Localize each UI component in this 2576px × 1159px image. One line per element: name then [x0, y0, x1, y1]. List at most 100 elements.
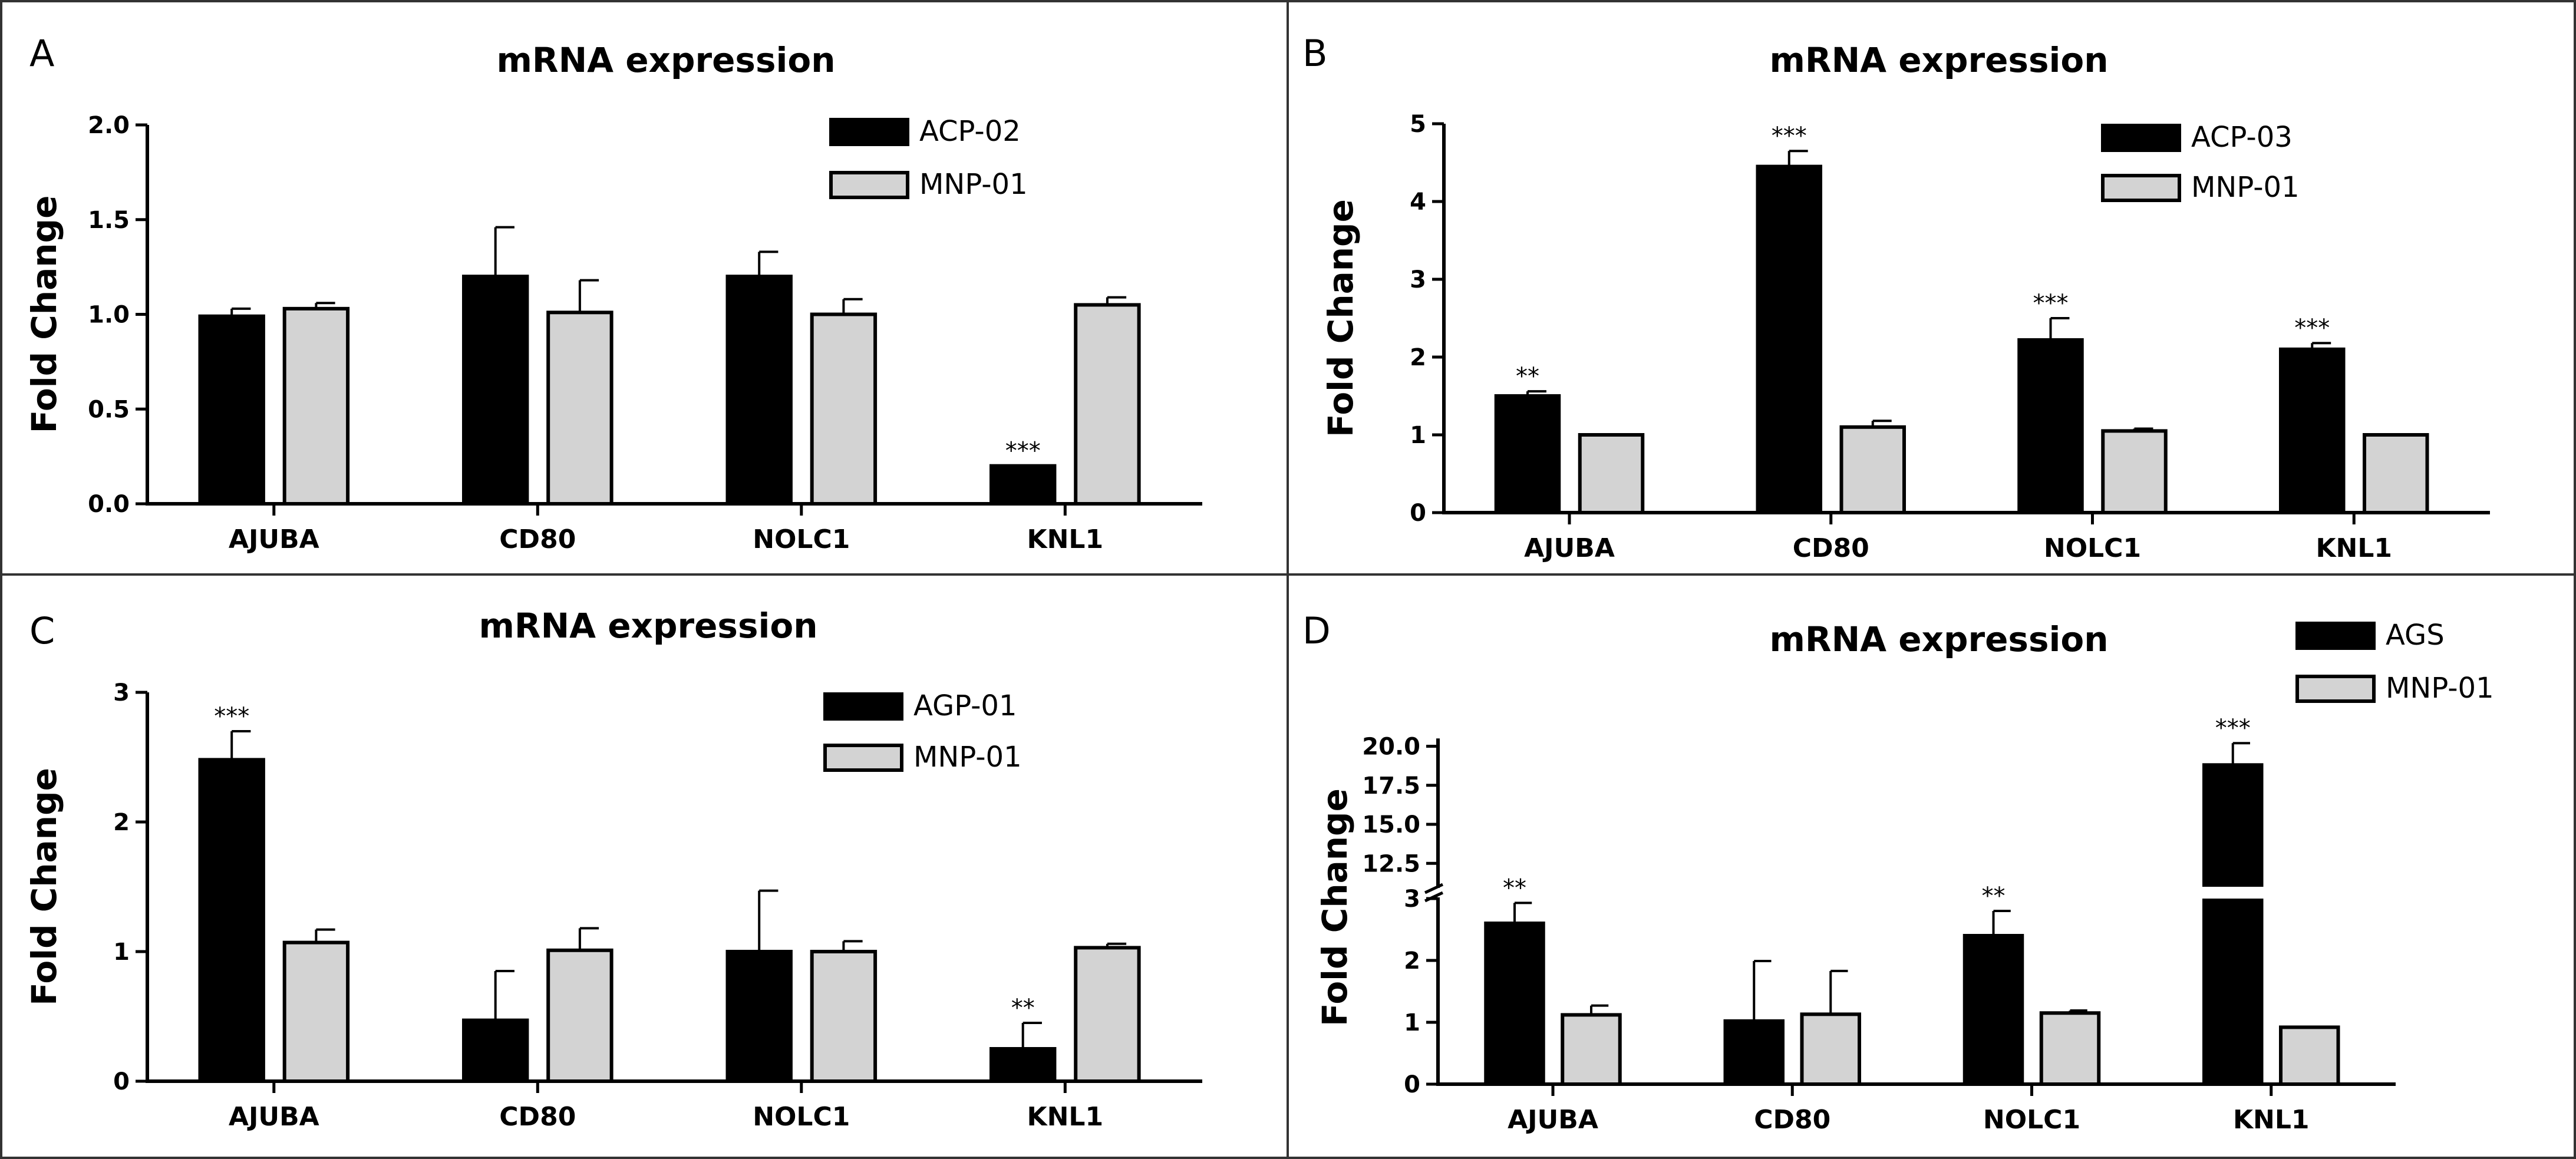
y-tick-label: 0.0: [88, 491, 130, 518]
y-tick-label: 2: [1404, 947, 1420, 975]
significance-label: **: [1982, 883, 2006, 910]
bar-mnp-01-cd80: [1839, 425, 1906, 514]
panel-letter: C: [29, 609, 55, 652]
legend-entry: AGP-01: [913, 689, 1017, 722]
y-tick-label: 0: [113, 1068, 130, 1095]
panel-title: mRNA expression: [1770, 40, 2109, 80]
bar-acp-03-nolc1: [2017, 338, 2084, 515]
y-tick-label: 0: [1410, 500, 1426, 527]
bar-mnp-01-knl1: [2363, 433, 2429, 514]
y-tick-label: 0: [1404, 1071, 1420, 1098]
significance-label: **: [1011, 995, 1035, 1022]
legend: AGP-01 MNP-01: [823, 689, 1022, 774]
bar-ags-knl1: [2202, 763, 2264, 1087]
y-tick-label: 3: [1410, 266, 1426, 293]
bar-break-gap: [2202, 887, 2264, 899]
bar-mnp-01-nolc1: [2039, 1011, 2101, 1086]
bar-mnp-01-nolc1: [2101, 429, 2168, 515]
legend: AGS MNP-01: [2295, 619, 2494, 705]
legend-swatch-mnp-01: [2295, 675, 2376, 703]
y-tick-label: 15.0: [1362, 811, 1420, 838]
bar-mnp-01-cd80: [546, 948, 614, 1084]
x-tick-label: KNL1: [2233, 1105, 2310, 1135]
y-axis: 0 1 2 3 4 5: [1410, 111, 1446, 527]
bar-mnp-01-ajuba: [282, 306, 350, 506]
y-tick-label: 3: [1404, 886, 1420, 913]
y-tick-label: 1: [1410, 422, 1426, 449]
bar-agp-01-cd80: [462, 1018, 529, 1083]
bars: [1484, 742, 2340, 1087]
panel-title: mRNA expression: [497, 40, 836, 80]
y-tick-label: 1: [1404, 1009, 1420, 1036]
x-tick-label: CD80: [1793, 533, 1869, 563]
bar-mnp-01-knl1: [1074, 303, 1141, 506]
legend-swatch-mnp-01: [823, 744, 903, 772]
panel-letter: B: [1302, 32, 1328, 75]
bar-mnp-01-nolc1: [810, 312, 878, 506]
legend: ACP-02 MNP-01: [829, 115, 1028, 201]
y-axis-label: Fold Change: [1321, 199, 1361, 437]
y-axis-label: Fold Change: [24, 196, 64, 434]
y-tick-label: 12.5: [1362, 850, 1420, 877]
bar-acp-03-knl1: [2279, 347, 2346, 514]
x-tick-label: AJUBA: [1508, 1105, 1598, 1135]
x-tick-label: AJUBA: [229, 524, 319, 554]
significance-label: ***: [1772, 123, 1807, 150]
y-tick-label: 17.5: [1362, 772, 1420, 800]
x-tick-label: CD80: [499, 1102, 576, 1132]
bar-mnp-01-cd80: [1800, 1012, 1861, 1086]
significance-label: **: [1516, 363, 1539, 390]
x-tick-label: NOLC1: [1983, 1105, 2080, 1135]
x-tick-label: AJUBA: [229, 1102, 319, 1132]
bar-mnp-01-ajuba: [282, 940, 350, 1083]
y-axis: 0 1 2 3 12.5 15.0 17.5 20.0: [1362, 734, 1444, 1098]
y-tick-label: 1.5: [88, 207, 130, 234]
bar-mnp-01-ajuba: [1578, 433, 1645, 514]
significance-label: ***: [2033, 290, 2069, 317]
bar-agp-01-knl1: [989, 1047, 1057, 1083]
legend-entry: ACP-02: [919, 115, 1021, 148]
y-tick-label: 2: [113, 809, 130, 836]
bar-acp-02-knl1: [989, 464, 1057, 506]
legend-entry: MNP-01: [913, 741, 1022, 774]
bars: [198, 730, 1141, 1084]
bar-mnp-01-cd80: [546, 311, 614, 506]
legend-entry: MNP-01: [919, 168, 1028, 201]
x-tick-label: KNL1: [2316, 533, 2392, 563]
y-tick-label: 3: [113, 679, 130, 706]
bars: [198, 226, 1141, 506]
legend-swatch-acp-02: [829, 118, 909, 146]
significance-label: ***: [2215, 715, 2251, 742]
x-tick-label: CD80: [499, 524, 576, 554]
legend-swatch-ags: [2295, 622, 2376, 650]
y-tick-label: 5: [1410, 111, 1426, 138]
y-axis-label: Fold Change: [1315, 788, 1355, 1026]
legend-swatch-agp-01: [823, 692, 903, 721]
x-tick-label: KNL1: [1027, 1102, 1104, 1132]
x-tick-label: NOLC1: [753, 524, 850, 554]
legend: ACP-03 MNP-01: [2101, 121, 2300, 204]
y-tick-label: 1.0: [88, 302, 130, 329]
x-tick-label: NOLC1: [753, 1102, 850, 1132]
y-tick-label: 0.5: [88, 396, 130, 423]
bar-agp-01-nolc1: [725, 950, 793, 1083]
y-tick-label: 2: [1410, 344, 1426, 371]
x-tick-label: CD80: [1754, 1105, 1830, 1135]
bar-acp-02-cd80: [462, 275, 529, 506]
bar-ags-cd80: [1723, 1019, 1785, 1087]
bar-mnp-01-knl1: [2279, 1025, 2340, 1087]
legend-entry: ACP-03: [2191, 121, 2293, 154]
x-tick-label: AJUBA: [1524, 533, 1615, 563]
bar-acp-03-ajuba: [1494, 394, 1561, 514]
bar-acp-02-nolc1: [725, 275, 793, 506]
legend-swatch-acp-03: [2101, 124, 2181, 152]
panel-letter: D: [1302, 609, 1331, 652]
legend-swatch-mnp-01: [829, 171, 909, 199]
bars: [1494, 150, 2429, 515]
legend-swatch-mnp-01: [2101, 174, 2181, 202]
y-axis-label: Fold Change: [24, 768, 64, 1006]
